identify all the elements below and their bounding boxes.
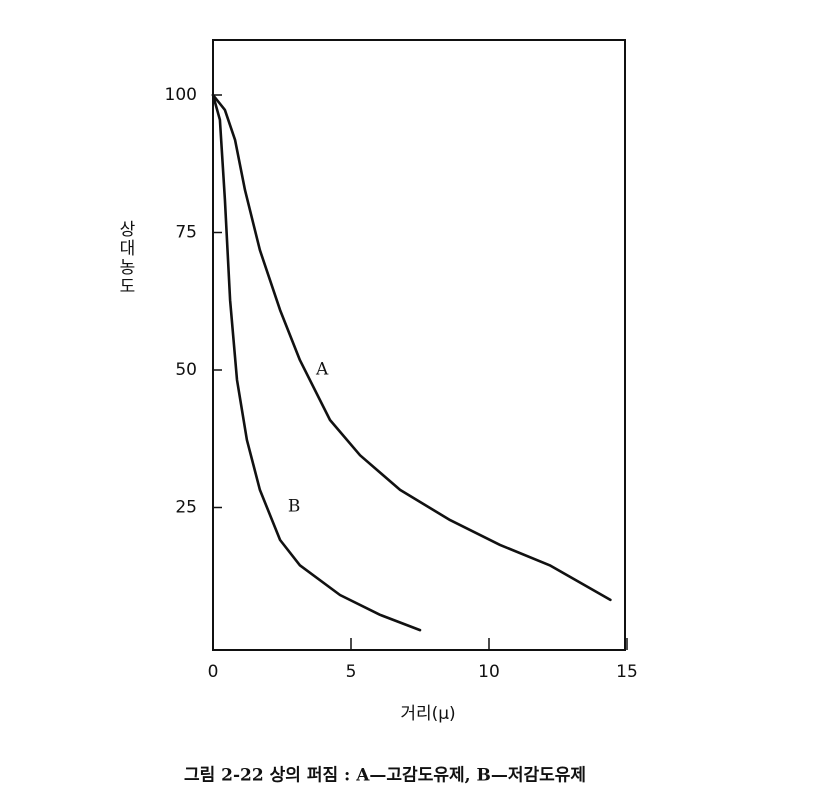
y-tick-label: 50: [175, 360, 197, 380]
plot-frame: [212, 39, 626, 651]
x-tick-label: 0: [208, 662, 219, 682]
series-label: A: [315, 360, 329, 380]
x-tick-label: 10: [478, 662, 500, 682]
line-series: [211, 93, 612, 602]
series-label: B: [288, 496, 301, 516]
y-tick-label: 75: [175, 223, 197, 243]
x-axis-label: 거리(μ): [400, 704, 455, 724]
x-tick-label: 15: [616, 662, 638, 682]
y-tick-label: 100: [165, 85, 197, 105]
y-tick-label: 25: [175, 498, 197, 518]
line-series: [211, 93, 422, 632]
y-axis-label: 상대농도: [115, 220, 135, 296]
caption: 그림 2-22 상의 퍼짐 : A—고감도유제, B—저감도유제: [184, 766, 586, 786]
x-tick-label: 5: [346, 662, 357, 682]
